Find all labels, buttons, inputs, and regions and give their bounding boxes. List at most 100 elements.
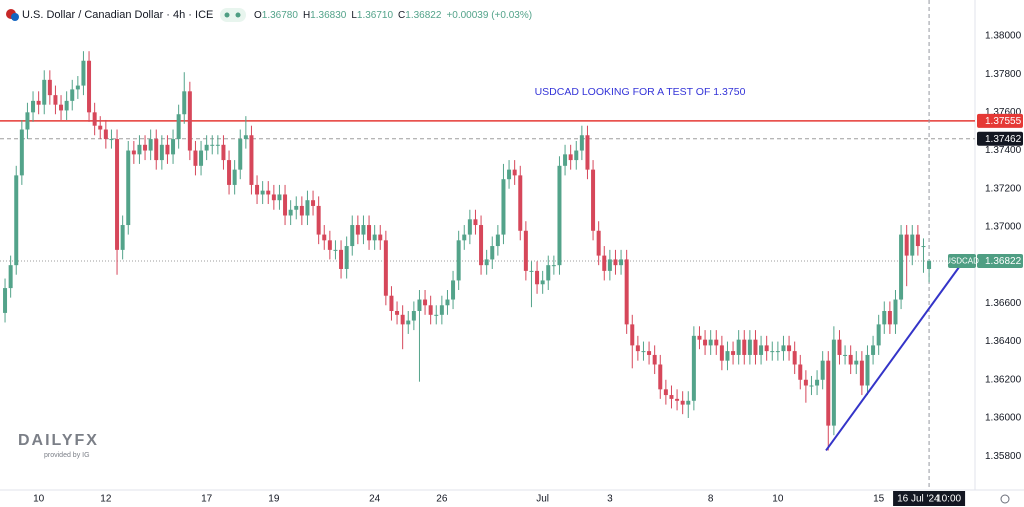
x-tick-label: 17 bbox=[201, 494, 213, 505]
candle-body bbox=[764, 345, 769, 352]
cursor-time: 10:00 bbox=[936, 494, 961, 505]
ohlc-key: H bbox=[303, 10, 310, 21]
candle-body bbox=[3, 288, 8, 313]
candle-body bbox=[322, 234, 327, 241]
candle-body bbox=[759, 345, 764, 355]
candle-body bbox=[876, 324, 881, 346]
candle-body bbox=[98, 125, 103, 130]
candle-body bbox=[462, 234, 467, 241]
trendline bbox=[825, 256, 967, 452]
candle-body bbox=[854, 360, 859, 365]
legend-header: U.S. Dollar / Canadian Dollar · 4h · ICE… bbox=[6, 8, 532, 22]
candle-body bbox=[529, 270, 534, 272]
candle-body bbox=[871, 345, 876, 355]
candle-body bbox=[159, 144, 164, 161]
candle-body bbox=[467, 219, 472, 235]
x-tick-label: 10 bbox=[33, 494, 45, 505]
candle-body bbox=[439, 305, 444, 315]
candle-body bbox=[859, 360, 864, 386]
candle-body bbox=[81, 60, 86, 86]
x-tick-label: 26 bbox=[436, 494, 448, 505]
candle-body bbox=[428, 305, 433, 315]
candle-body bbox=[400, 314, 405, 325]
candle-body bbox=[350, 225, 355, 247]
candle-body bbox=[927, 260, 932, 269]
y-tick-label: 1.37800 bbox=[985, 69, 1022, 80]
candle-body bbox=[815, 379, 820, 386]
candle-body bbox=[19, 129, 24, 176]
candle-body bbox=[389, 295, 394, 312]
price-marker-label: 1.36822 bbox=[985, 256, 1022, 267]
candle-body bbox=[697, 335, 702, 340]
candle-body bbox=[154, 139, 159, 161]
candle-body bbox=[826, 360, 831, 426]
candle-body bbox=[546, 265, 551, 281]
candle-body bbox=[64, 100, 69, 111]
y-tick-label: 1.37600 bbox=[985, 107, 1022, 118]
x-tick-label: 12 bbox=[100, 494, 112, 505]
y-tick-label: 1.37400 bbox=[985, 145, 1022, 156]
price-marker-label: 1.37555 bbox=[985, 116, 1022, 127]
candle-body bbox=[904, 234, 909, 256]
y-tick-label: 1.36600 bbox=[985, 298, 1022, 309]
candle-body bbox=[725, 351, 730, 361]
candle-body bbox=[910, 234, 915, 256]
candle-body bbox=[820, 360, 825, 380]
candle-body bbox=[333, 249, 338, 251]
symbol-marker-label: USDCAD bbox=[945, 257, 979, 266]
cursor-label-bg bbox=[893, 491, 966, 506]
candle-body bbox=[53, 95, 58, 105]
candle-body bbox=[126, 150, 131, 226]
candle-body bbox=[406, 320, 411, 325]
candle-body bbox=[619, 259, 624, 266]
ohlc-value: 1.36710 bbox=[357, 10, 394, 21]
candle-body bbox=[266, 190, 271, 195]
candle-body bbox=[383, 240, 388, 296]
candle-body bbox=[596, 230, 601, 256]
price-marker bbox=[977, 131, 1023, 146]
y-tick-label: 1.35800 bbox=[985, 451, 1022, 462]
candle-body bbox=[753, 339, 758, 355]
candle-body bbox=[921, 246, 926, 248]
candle-body bbox=[736, 339, 741, 355]
settings-icon[interactable] bbox=[1000, 494, 1010, 504]
candle-body bbox=[75, 85, 80, 90]
candle-body bbox=[14, 175, 19, 266]
candle-body bbox=[255, 184, 260, 195]
candle-body bbox=[456, 240, 461, 281]
candle-body bbox=[742, 339, 747, 355]
price-marker-label: 1.37462 bbox=[985, 134, 1022, 145]
candle-body bbox=[579, 135, 584, 151]
annotation: USDCAD LOOKING FOR A TEST OF 1.3750 bbox=[535, 86, 746, 98]
candle-body bbox=[204, 144, 209, 151]
candle-body bbox=[187, 91, 192, 151]
cursor-date: 16 Jul '24 bbox=[897, 494, 940, 505]
x-tick-label: 24 bbox=[369, 494, 381, 505]
candle-body bbox=[703, 339, 708, 346]
ohlc-value: 1.36830 bbox=[310, 10, 347, 21]
candle-body bbox=[445, 299, 450, 306]
ohlc-values: O1.36780 H1.36830 L1.36710 C1.36822 +0.00039… bbox=[254, 10, 532, 21]
ohlc-value: 1.36780 bbox=[262, 10, 299, 21]
candle-body bbox=[25, 112, 30, 130]
candle-body bbox=[451, 280, 456, 300]
candle-body bbox=[490, 246, 495, 260]
y-tick-label: 1.38000 bbox=[985, 31, 1022, 42]
candle-body bbox=[59, 104, 64, 111]
candle-body bbox=[602, 255, 607, 271]
candle-body bbox=[899, 234, 904, 300]
candle-body bbox=[563, 154, 568, 166]
candle-body bbox=[652, 354, 657, 365]
candle-body bbox=[535, 270, 540, 285]
y-tick-label: 1.37200 bbox=[985, 183, 1022, 194]
candle-body bbox=[484, 259, 489, 266]
candle-body bbox=[507, 169, 512, 180]
candle-body bbox=[148, 139, 153, 151]
y-tick-label: 1.37000 bbox=[985, 222, 1022, 233]
candle-body bbox=[848, 354, 853, 365]
candle-body bbox=[355, 225, 360, 235]
candle-body bbox=[591, 169, 596, 231]
candle-body bbox=[249, 135, 254, 185]
candle-body bbox=[641, 351, 646, 353]
candle-body bbox=[585, 135, 590, 170]
